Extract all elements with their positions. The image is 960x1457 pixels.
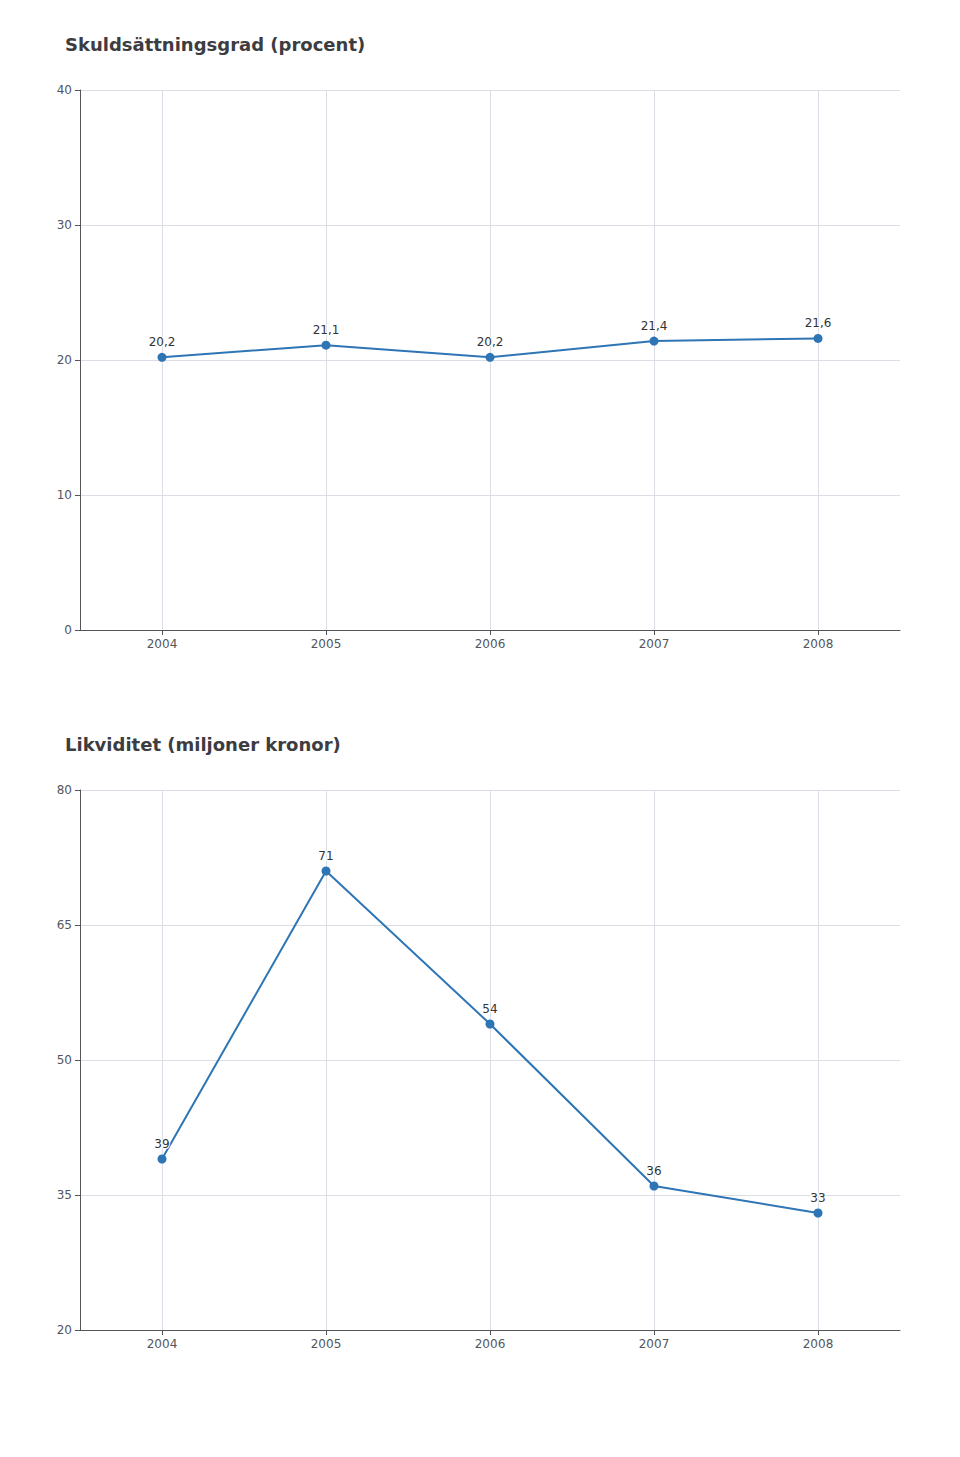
svg-text:50: 50: [57, 1053, 72, 1067]
svg-text:21,1: 21,1: [313, 323, 340, 337]
svg-text:30: 30: [57, 218, 72, 232]
svg-text:2008: 2008: [803, 1337, 834, 1351]
svg-text:2008: 2008: [803, 637, 834, 651]
svg-text:Skuldsättningsgrad (procent): Skuldsättningsgrad (procent): [65, 34, 365, 55]
svg-text:36: 36: [646, 1164, 661, 1178]
svg-text:20: 20: [57, 353, 72, 367]
svg-text:71: 71: [318, 849, 333, 863]
svg-text:2004: 2004: [147, 1337, 178, 1351]
svg-text:Likviditet (miljoner kronor): Likviditet (miljoner kronor): [65, 734, 341, 755]
svg-text:2004: 2004: [147, 637, 178, 651]
svg-text:2006: 2006: [475, 1337, 506, 1351]
svg-text:2007: 2007: [639, 637, 670, 651]
svg-text:21,4: 21,4: [641, 319, 668, 333]
svg-text:10: 10: [57, 488, 72, 502]
svg-text:20,2: 20,2: [149, 335, 176, 349]
svg-text:54: 54: [482, 1002, 497, 1016]
svg-text:2006: 2006: [475, 637, 506, 651]
svg-text:21,6: 21,6: [805, 316, 832, 330]
svg-text:39: 39: [154, 1137, 169, 1151]
svg-text:35: 35: [57, 1188, 72, 1202]
svg-text:2005: 2005: [311, 1337, 342, 1351]
svg-text:20,2: 20,2: [477, 335, 504, 349]
svg-text:65: 65: [57, 918, 72, 932]
svg-text:80: 80: [57, 783, 72, 797]
svg-text:0: 0: [64, 623, 72, 637]
svg-text:2005: 2005: [311, 637, 342, 651]
svg-text:2007: 2007: [639, 1337, 670, 1351]
svg-text:40: 40: [57, 83, 72, 97]
svg-text:20: 20: [57, 1323, 72, 1337]
svg-text:33: 33: [810, 1191, 825, 1205]
